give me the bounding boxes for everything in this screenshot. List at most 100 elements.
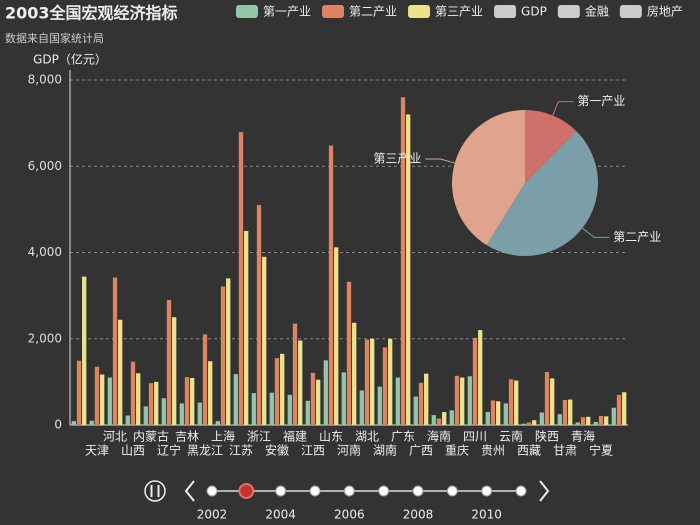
x-tick-label: 陕西 xyxy=(535,429,559,444)
pie-label-line xyxy=(552,101,574,116)
pie-label-line xyxy=(425,158,455,164)
legend-swatch[interactable] xyxy=(494,5,517,18)
bar xyxy=(550,378,555,425)
bar xyxy=(467,376,472,425)
timeline-point[interactable] xyxy=(481,485,493,497)
x-tick-label: 吉林 xyxy=(175,430,199,444)
bar xyxy=(544,371,550,425)
timeline-point[interactable] xyxy=(275,485,287,497)
bar xyxy=(406,114,411,425)
legend-swatch[interactable] xyxy=(557,5,580,18)
timeline-current[interactable] xyxy=(238,483,255,499)
bar xyxy=(130,361,136,425)
bar xyxy=(562,399,568,425)
next-button[interactable] xyxy=(539,480,550,502)
bar xyxy=(586,416,591,425)
legend-label[interactable]: 第二产业 xyxy=(349,5,397,19)
bar xyxy=(346,281,352,425)
bar xyxy=(161,398,166,425)
bar xyxy=(305,400,310,425)
timeline-label[interactable]: 2006 xyxy=(334,508,365,522)
bar xyxy=(424,373,429,425)
y-tick-label: 0 xyxy=(54,418,62,432)
x-tick-label: 河北 xyxy=(103,430,127,444)
timeline-label[interactable]: 2004 xyxy=(265,508,296,522)
legend-label[interactable]: GDP xyxy=(521,5,547,19)
bar xyxy=(280,353,285,425)
x-tick-label: 湖南 xyxy=(373,443,397,458)
bar xyxy=(125,415,130,425)
legend-label[interactable]: 房地产 xyxy=(647,4,683,19)
legend-swatch[interactable] xyxy=(408,5,431,18)
timeline-point[interactable] xyxy=(515,485,527,497)
bar xyxy=(431,415,436,425)
bar xyxy=(472,337,478,425)
bar xyxy=(89,420,94,425)
bar xyxy=(539,412,544,425)
bar xyxy=(478,330,483,425)
bar xyxy=(622,392,627,425)
legend-label[interactable]: 第一产业 xyxy=(263,5,311,19)
bar xyxy=(611,407,616,425)
bar xyxy=(136,373,141,425)
timeline-point[interactable] xyxy=(206,485,218,497)
legend-label[interactable]: 金融 xyxy=(585,4,609,19)
bar xyxy=(616,394,622,425)
bar xyxy=(274,358,280,425)
bar xyxy=(454,375,460,425)
timeline-label[interactable]: 2008 xyxy=(403,508,434,522)
bar xyxy=(341,372,346,425)
legend-swatch[interactable] xyxy=(236,5,258,18)
prev-button[interactable] xyxy=(184,480,195,502)
bar xyxy=(190,377,195,425)
legend-label[interactable]: 第三产业 xyxy=(435,5,483,19)
bar xyxy=(521,423,526,425)
bar xyxy=(298,340,303,425)
bar xyxy=(400,97,406,425)
bar xyxy=(94,366,100,425)
play-button[interactable] xyxy=(144,480,166,502)
bar xyxy=(352,322,357,425)
timeline-label[interactable]: 2002 xyxy=(197,508,228,522)
bar xyxy=(460,377,465,425)
timeline-point[interactable] xyxy=(446,485,458,497)
x-tick-label: 广东 xyxy=(391,430,415,444)
timeline-point[interactable] xyxy=(412,485,424,497)
pie-label: 第三产业 xyxy=(373,151,421,165)
bar xyxy=(262,256,267,425)
timeline-point[interactable] xyxy=(378,485,390,497)
bar xyxy=(328,145,334,426)
bar xyxy=(490,400,496,425)
timeline-point[interactable] xyxy=(309,485,321,497)
pie-slice xyxy=(486,131,599,257)
bar xyxy=(388,338,393,425)
bar xyxy=(364,339,370,425)
bar xyxy=(215,421,220,425)
bar xyxy=(76,360,82,425)
bar xyxy=(557,414,562,425)
x-tick-label: 辽宁 xyxy=(157,443,181,458)
bar xyxy=(287,394,292,425)
x-tick-label: 天津 xyxy=(85,444,109,458)
bar xyxy=(166,299,172,425)
x-tick-label: 山东 xyxy=(319,430,343,444)
y-axis-label: GDP（亿元） xyxy=(33,52,107,67)
x-tick-label: 江苏 xyxy=(229,444,253,458)
bar xyxy=(220,286,226,425)
bar xyxy=(604,416,609,425)
timeline-point[interactable] xyxy=(343,485,355,497)
x-tick-label: 宁夏 xyxy=(589,443,613,458)
legend-swatch[interactable] xyxy=(619,5,642,18)
timeline-label[interactable]: 2010 xyxy=(471,508,502,522)
pie-slice xyxy=(452,110,525,246)
bar xyxy=(118,319,123,425)
bar xyxy=(71,421,76,425)
bar xyxy=(496,401,501,425)
bar xyxy=(418,382,424,425)
bar xyxy=(503,403,508,425)
legend-swatch[interactable] xyxy=(322,5,345,18)
bar xyxy=(436,418,442,425)
bar xyxy=(310,372,316,425)
x-tick-label: 上海 xyxy=(211,429,235,444)
